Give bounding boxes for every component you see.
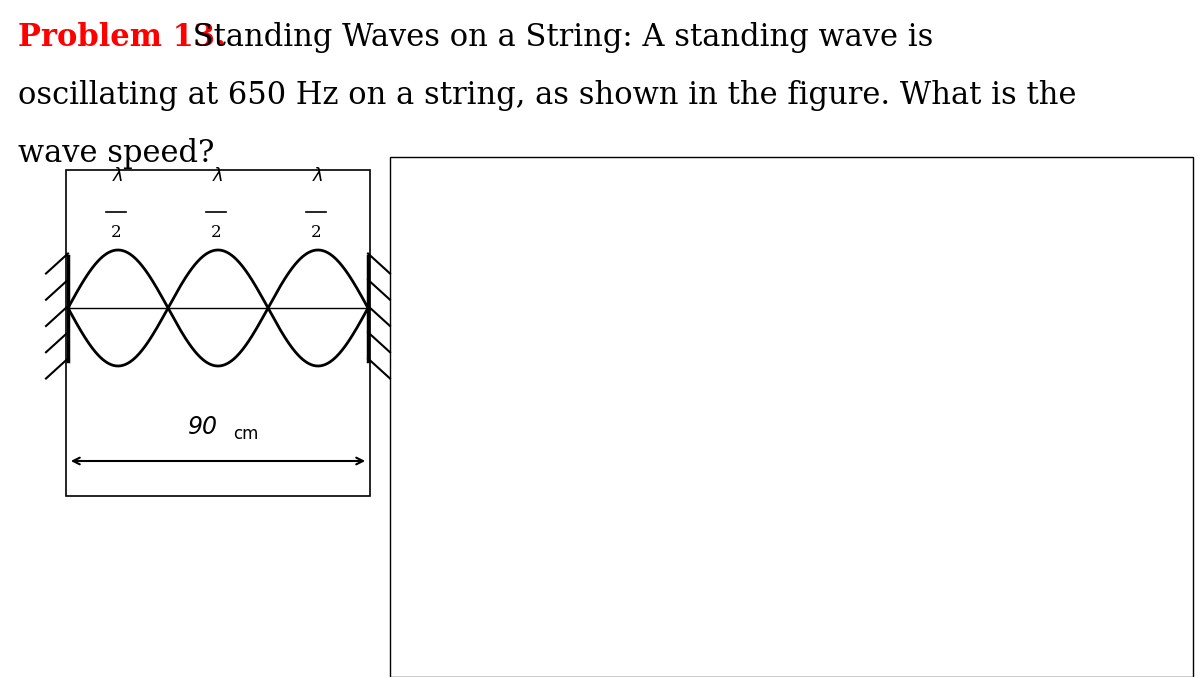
Text: 2: 2	[211, 224, 221, 241]
Text: Problem 13.: Problem 13.	[18, 22, 226, 53]
Text: 2: 2	[311, 224, 322, 241]
Text: 2: 2	[110, 224, 121, 241]
Text: cm: cm	[233, 425, 259, 443]
Text: $\lambda$: $\lambda$	[312, 167, 324, 185]
Text: wave speed?: wave speed?	[18, 138, 215, 169]
Text: 90: 90	[188, 415, 218, 439]
Bar	[66, 170, 370, 496]
Text: $\lambda$: $\lambda$	[113, 167, 124, 185]
Text: oscillating at 650 Hz on a string, as shown in the figure. What is the: oscillating at 650 Hz on a string, as sh…	[18, 80, 1076, 111]
Bar	[390, 157, 1193, 677]
Text: $\lambda$: $\lambda$	[212, 167, 223, 185]
Text: Standing Waves on a String: A standing wave is: Standing Waves on a String: A standing w…	[182, 22, 934, 53]
